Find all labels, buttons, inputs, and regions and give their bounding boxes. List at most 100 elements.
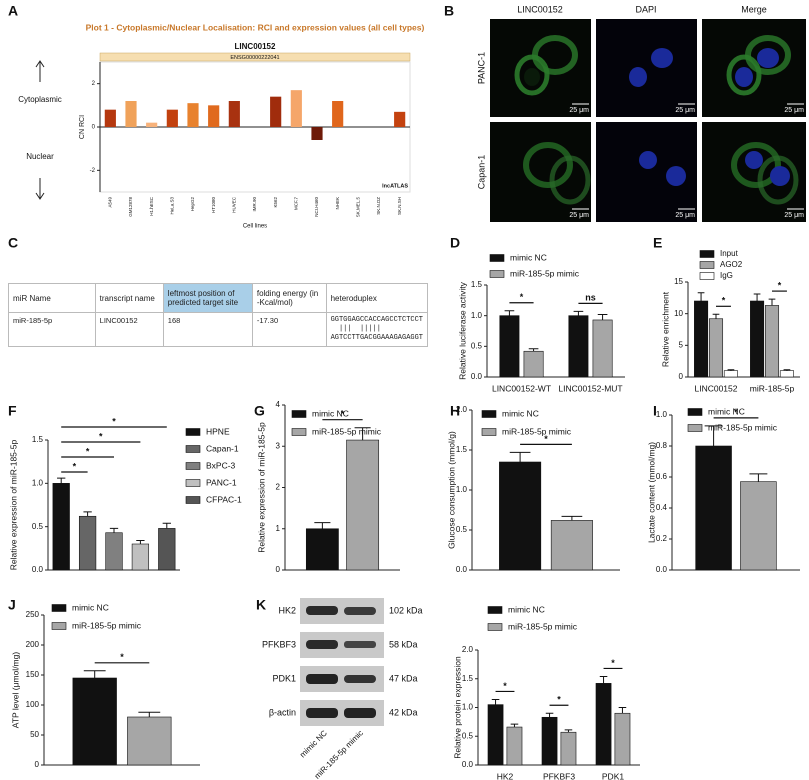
y-axis-label: Relative expression of miR-185-5p — [8, 440, 18, 571]
legend-label: mimic NC — [510, 252, 547, 262]
nucleus — [651, 48, 673, 68]
protein-label: HK2 — [278, 605, 296, 615]
bar — [52, 483, 70, 571]
nucleus — [757, 48, 779, 68]
error-bar — [136, 540, 145, 544]
error-bar — [162, 522, 171, 529]
blot-band — [306, 606, 338, 615]
error-bar — [528, 348, 539, 352]
y-tick-label: 1.0 — [32, 478, 44, 487]
bar — [779, 370, 794, 378]
nucleus — [629, 67, 647, 87]
legend-label: AGO2 — [720, 260, 743, 269]
scale-bar-label: 25 μm — [675, 107, 695, 114]
significance-label: * — [99, 431, 103, 441]
x-tick-label: NCI.H460 — [314, 197, 319, 217]
error-bar — [597, 313, 608, 320]
bar — [694, 300, 709, 378]
source-label: lncATLAS — [382, 183, 408, 189]
bar — [78, 515, 97, 571]
y-tick-label: 1.5 — [462, 674, 474, 683]
side-label: Nuclear — [26, 152, 54, 161]
error-bar — [618, 707, 627, 714]
legend-swatch — [699, 261, 715, 269]
bar — [487, 704, 504, 766]
blot-band — [306, 674, 338, 684]
y-tick-label: 0.4 — [656, 503, 668, 512]
cell — [532, 35, 578, 75]
y-tick-label: 1.5 — [456, 445, 468, 454]
header-cell[interactable]: heteroduplex — [325, 283, 429, 313]
bar — [104, 109, 116, 127]
error-bar — [83, 511, 92, 517]
duplex-line: GGTGGAGCCACCAGCCTCTCCT — [330, 316, 423, 324]
legend-swatch — [687, 408, 703, 416]
scale-bar-label: 25 μm — [784, 107, 804, 114]
legend-swatch — [185, 428, 201, 436]
chart-subtitle: LINC00152 — [235, 42, 276, 51]
significance-label: * — [503, 681, 507, 691]
y-tick-label: 0.5 — [471, 341, 483, 350]
legend-label: miR-185-5p mimic — [72, 620, 142, 630]
table-row: miR-185-5p LINC00152 168 -17.30 GGTGGAGC… — [8, 312, 429, 347]
significance-label: * — [557, 695, 561, 705]
legend-label: mimic NC — [72, 602, 109, 612]
header-cell[interactable]: transcript name — [94, 283, 164, 313]
header-cell[interactable]: folding energy (in -Kcal/mol) — [251, 283, 327, 313]
legend-label: miR-185-5p mimic — [312, 426, 382, 436]
image-grid — [490, 19, 806, 222]
significance-label: * — [120, 652, 124, 662]
bar — [499, 461, 542, 571]
bar — [708, 318, 724, 378]
y-tick-label: 200 — [26, 640, 40, 649]
x-tick-label: miR-185-5p — [750, 383, 795, 393]
micrograph — [702, 122, 806, 222]
legend-swatch — [185, 462, 201, 470]
bar — [346, 439, 380, 571]
y-tick-label: 1.0 — [656, 410, 668, 419]
x-tick-label: K562 — [273, 197, 278, 208]
header-cell[interactable]: leftmost position of predicted target si… — [162, 283, 253, 313]
blot-band — [344, 675, 376, 683]
x-tick-label: SK.N.DZ — [376, 197, 381, 215]
gene-banner — [99, 52, 411, 62]
legend-label: mimic NC — [508, 604, 545, 614]
blot-band — [344, 641, 376, 648]
x-tick-label: LINC00152-MUT — [558, 383, 622, 393]
bar — [158, 528, 176, 571]
y-axis-label: Relative expression of miR-185-5p — [256, 422, 266, 553]
y-tick-label: 2.0 — [456, 405, 468, 414]
y-tick-label: 3 — [276, 441, 281, 450]
prediction-table: miR Name transcript name leftmost positi… — [8, 283, 429, 347]
y-tick-label: 0 — [92, 125, 96, 131]
micrograph — [596, 19, 697, 117]
arrow-head — [35, 192, 45, 200]
legend-swatch — [489, 270, 505, 278]
significance-label: * — [722, 296, 726, 306]
y-tick-label: 0.8 — [656, 441, 668, 450]
bar — [614, 712, 631, 766]
nucleus — [639, 151, 657, 169]
legend-swatch — [291, 428, 307, 436]
significance-label: * — [544, 434, 548, 444]
bar — [723, 370, 738, 378]
error-bar — [753, 293, 761, 301]
bar — [187, 103, 199, 127]
y-tick-label: 15 — [674, 277, 683, 286]
legend-label: Capan-1 — [206, 443, 239, 453]
bar — [394, 111, 406, 127]
error-bar — [138, 711, 161, 717]
y-axis-label: Relative protein expression — [452, 656, 462, 759]
bar — [131, 543, 150, 571]
cell — [726, 54, 762, 96]
header-cell[interactable]: miR Name — [8, 283, 96, 313]
error-bar — [504, 310, 515, 316]
blot-band — [306, 640, 338, 649]
x-tick-label: HepG2 — [190, 197, 195, 212]
y-tick-label: 0.0 — [656, 565, 668, 574]
cell: GGTGGAGCCACCAGCCTCTCCT ||| ||||| AGTCCTT… — [325, 312, 429, 347]
legend-swatch — [699, 250, 715, 258]
legend-label: miR-185-5p mimic — [508, 621, 578, 631]
bar — [695, 445, 732, 571]
blot-band — [344, 607, 376, 615]
